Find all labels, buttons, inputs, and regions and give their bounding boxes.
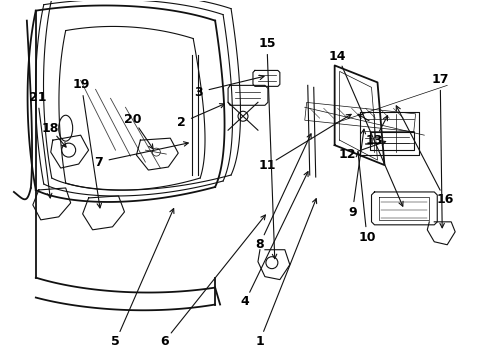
Text: 16: 16 xyxy=(437,193,454,206)
Text: 2: 2 xyxy=(177,116,186,129)
Text: 8: 8 xyxy=(255,238,264,251)
Text: 1: 1 xyxy=(255,335,264,348)
Text: 10: 10 xyxy=(358,231,376,244)
Text: 17: 17 xyxy=(432,73,449,86)
Text: 19: 19 xyxy=(73,78,90,91)
Text: 21: 21 xyxy=(29,91,46,104)
Text: 3: 3 xyxy=(195,86,203,99)
Text: 4: 4 xyxy=(241,296,249,309)
Text: 18: 18 xyxy=(41,122,58,135)
Text: 12: 12 xyxy=(339,148,356,161)
Text: 6: 6 xyxy=(160,335,169,348)
Text: 15: 15 xyxy=(258,37,276,50)
Text: 14: 14 xyxy=(329,50,346,63)
Text: 11: 11 xyxy=(258,159,276,172)
Text: 13: 13 xyxy=(366,134,383,147)
Text: 5: 5 xyxy=(111,335,120,348)
Text: 20: 20 xyxy=(124,113,142,126)
Text: 9: 9 xyxy=(348,206,357,219)
Text: 7: 7 xyxy=(94,156,103,168)
Bar xyxy=(305,102,416,132)
